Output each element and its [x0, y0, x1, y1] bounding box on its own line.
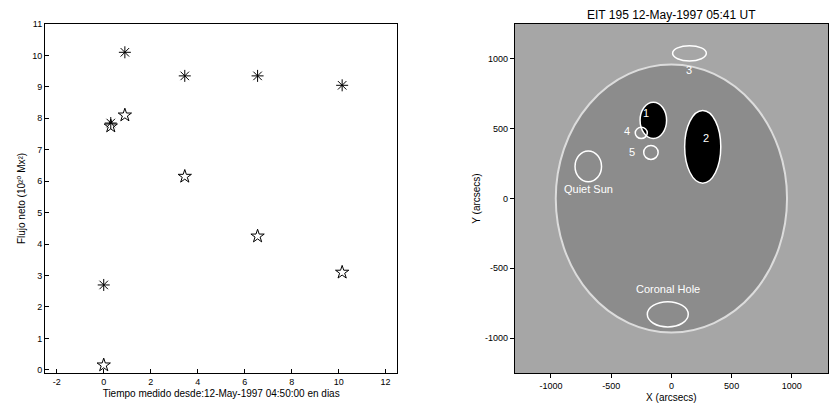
svg-text:0: 0 — [503, 194, 508, 204]
svg-text:EIT 195 12-May-1997 05:41 UT: EIT 195 12-May-1997 05:41 UT — [587, 8, 756, 22]
svg-text:Tiempo medido desde:12-May-199: Tiempo medido desde:12-May-1997 04:50:00… — [103, 388, 340, 399]
svg-text:-1000: -1000 — [485, 333, 508, 343]
svg-text:4: 4 — [37, 239, 42, 249]
svg-text:5: 5 — [629, 146, 635, 158]
svg-text:-500: -500 — [602, 381, 620, 391]
svg-text:1000: 1000 — [488, 54, 508, 64]
svg-text:0: 0 — [101, 377, 106, 387]
svg-text:500: 500 — [493, 124, 508, 134]
svg-text:10: 10 — [334, 377, 344, 387]
svg-text:Quiet Sun: Quiet Sun — [564, 183, 613, 195]
svg-text:12: 12 — [381, 377, 391, 387]
svg-text:9: 9 — [37, 82, 42, 92]
svg-text:-1000: -1000 — [539, 381, 562, 391]
svg-text:5: 5 — [37, 208, 42, 218]
svg-text:11: 11 — [33, 19, 42, 29]
svg-text:-2: -2 — [53, 377, 61, 387]
svg-text:1: 1 — [643, 107, 649, 119]
svg-text:2: 2 — [148, 377, 153, 387]
svg-text:2: 2 — [37, 302, 42, 312]
svg-text:4: 4 — [624, 125, 630, 137]
svg-text:Coronal Hole: Coronal Hole — [636, 283, 700, 295]
svg-text:10: 10 — [32, 51, 42, 61]
svg-text:X (arcsecs): X (arcsecs) — [646, 392, 697, 403]
svg-text:6: 6 — [242, 377, 247, 387]
svg-text:3: 3 — [37, 271, 42, 281]
svg-text:1: 1 — [37, 334, 42, 344]
svg-text:-500: -500 — [490, 263, 508, 273]
svg-text:8: 8 — [37, 113, 42, 123]
svg-text:8: 8 — [289, 377, 294, 387]
svg-text:6: 6 — [37, 176, 42, 186]
svg-text:0: 0 — [37, 365, 42, 375]
svg-text:4: 4 — [195, 377, 200, 387]
svg-text:7: 7 — [37, 145, 42, 155]
svg-text:2: 2 — [703, 132, 709, 144]
svg-text:Y (arcsecs): Y (arcsecs) — [471, 173, 482, 223]
svg-text:Flujo neto (10²⁰ Mx²): Flujo neto (10²⁰ Mx²) — [16, 153, 27, 244]
svg-text:0: 0 — [669, 381, 674, 391]
svg-text:1000: 1000 — [782, 381, 802, 391]
svg-text:500: 500 — [724, 381, 739, 391]
svg-text:3: 3 — [686, 64, 692, 76]
